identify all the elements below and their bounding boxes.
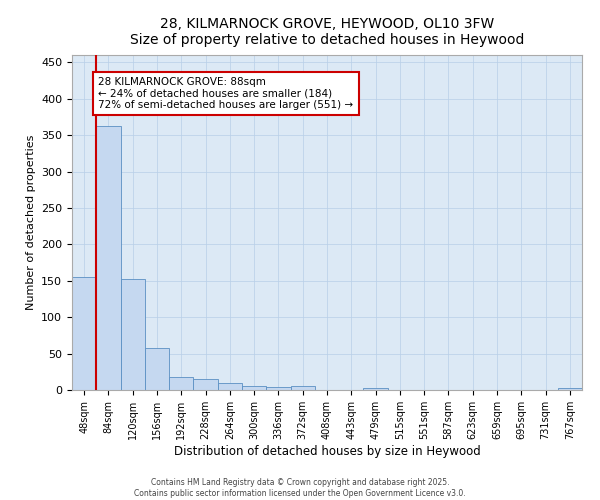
Bar <box>290 386 315 390</box>
Bar <box>169 377 193 390</box>
Bar <box>364 388 388 390</box>
Title: 28, KILMARNOCK GROVE, HEYWOOD, OL10 3FW
Size of property relative to detached ho: 28, KILMARNOCK GROVE, HEYWOOD, OL10 3FW … <box>130 16 524 47</box>
Text: Contains HM Land Registry data © Crown copyright and database right 2025.
Contai: Contains HM Land Registry data © Crown c… <box>134 478 466 498</box>
Y-axis label: Number of detached properties: Number of detached properties <box>26 135 35 310</box>
Bar <box>218 382 242 390</box>
Bar <box>242 386 266 390</box>
Text: 28 KILMARNOCK GROVE: 88sqm
← 24% of detached houses are smaller (184)
72% of sem: 28 KILMARNOCK GROVE: 88sqm ← 24% of deta… <box>98 77 353 110</box>
Bar <box>145 348 169 390</box>
Bar <box>266 387 290 390</box>
Bar <box>96 126 121 390</box>
Bar <box>72 277 96 390</box>
X-axis label: Distribution of detached houses by size in Heywood: Distribution of detached houses by size … <box>173 444 481 458</box>
Bar <box>193 379 218 390</box>
Bar <box>558 388 582 390</box>
Bar <box>121 278 145 390</box>
